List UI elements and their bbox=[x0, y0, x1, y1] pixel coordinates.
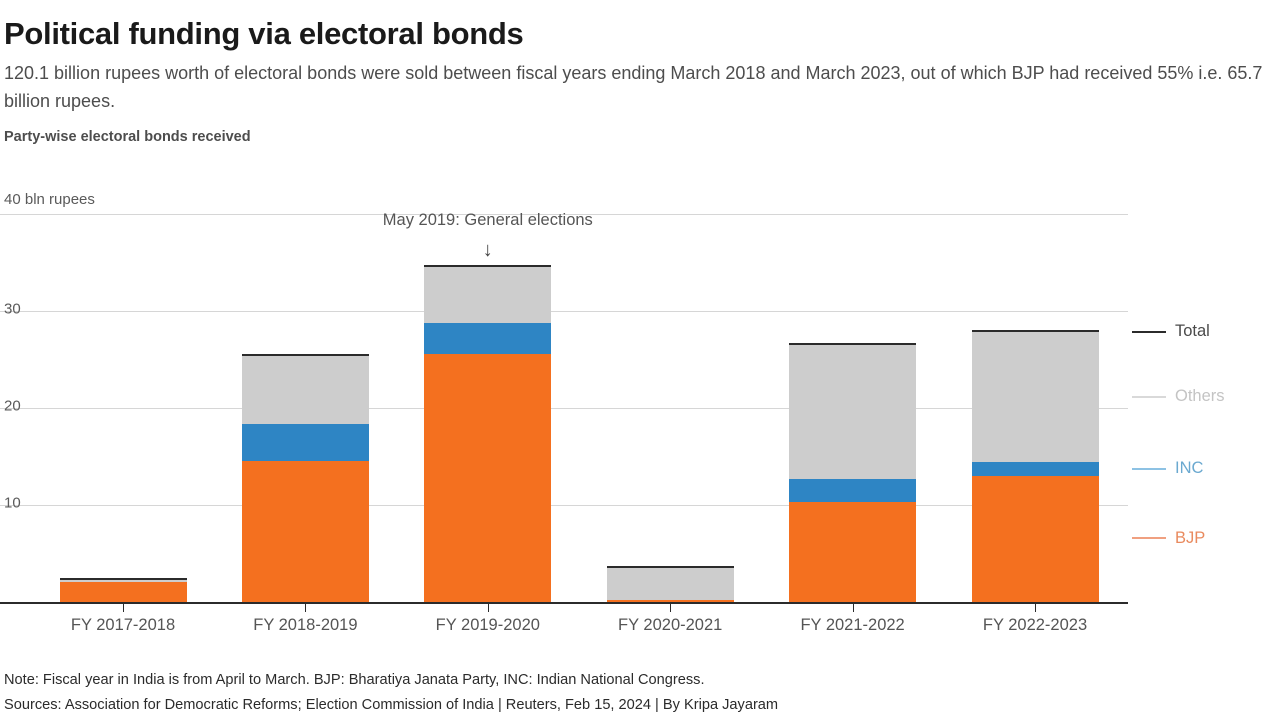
annotation-arrow-icon: ↓ bbox=[482, 239, 493, 262]
bar-segment-others[interactable] bbox=[606, 568, 734, 601]
gridline-10 bbox=[0, 505, 1128, 506]
x-tick bbox=[123, 604, 124, 612]
bar-stack[interactable] bbox=[971, 330, 1099, 602]
bar-segment-others[interactable] bbox=[789, 344, 917, 479]
gridline-20 bbox=[0, 408, 1128, 409]
bar-segment-bjp[interactable] bbox=[606, 600, 734, 602]
chart-header: Political funding via electoral bonds 12… bbox=[0, 0, 1280, 145]
x-tick bbox=[852, 604, 854, 612]
legend-label-others: Others bbox=[1175, 387, 1225, 406]
footer-note: Note: Fiscal year in India is from April… bbox=[4, 672, 705, 688]
bar-stack[interactable] bbox=[606, 566, 734, 602]
x-axis-label-fy-2017-2018: FY 2017-2018 bbox=[70, 616, 176, 634]
legend-label-total: Total bbox=[1175, 322, 1210, 341]
x-tick bbox=[487, 604, 489, 612]
x-axis-label-fy-2019-2020: FY 2019-2020 bbox=[435, 616, 540, 634]
bar-segment-inc[interactable] bbox=[241, 423, 369, 462]
bar-segment-others[interactable] bbox=[59, 580, 187, 582]
footer-sources: Sources: Association for Democratic Refo… bbox=[4, 697, 779, 713]
bar-segment-bjp[interactable] bbox=[789, 502, 917, 602]
legend-swatch-inc bbox=[1132, 467, 1166, 470]
y-axis-unit-label: 40 bln rupees bbox=[4, 191, 95, 208]
x-axis-label-fy-2020-2021: FY 2020-2021 bbox=[618, 616, 723, 634]
bar-stack[interactable] bbox=[424, 265, 552, 602]
legend-item-total[interactable]: Total bbox=[1132, 322, 1210, 341]
gridline-30 bbox=[0, 311, 1128, 312]
bar-total-cap bbox=[59, 578, 187, 581]
legend-item-others[interactable]: Others bbox=[1132, 387, 1225, 406]
gridline-40 bbox=[0, 214, 1128, 215]
bar-segment-bjp[interactable] bbox=[59, 581, 187, 602]
bar-segment-inc[interactable] bbox=[424, 322, 552, 354]
legend-item-bjp[interactable]: BJP bbox=[1132, 529, 1205, 548]
bar-stack[interactable] bbox=[59, 578, 187, 602]
legend-label-inc: INC bbox=[1175, 459, 1204, 478]
legend-item-inc[interactable]: INC bbox=[1132, 459, 1203, 478]
annotation-label: May 2019: General elections bbox=[382, 211, 593, 230]
bar-stack[interactable] bbox=[241, 353, 369, 602]
bar-total-cap bbox=[606, 566, 734, 569]
y-tick-label-30: 30 bbox=[4, 300, 21, 318]
legend-swatch-total bbox=[1132, 330, 1166, 333]
chart-kicker: Party-wise electoral bonds received bbox=[4, 129, 251, 145]
bar-segment-inc[interactable] bbox=[789, 478, 917, 503]
bar-segment-bjp[interactable] bbox=[971, 475, 1099, 602]
bar-segment-others[interactable] bbox=[971, 332, 1099, 463]
y-tick-label-20: 20 bbox=[4, 397, 21, 415]
x-axis-label-fy-2021-2022: FY 2021-2022 bbox=[800, 616, 905, 634]
bar-segment-bjp[interactable] bbox=[241, 461, 369, 602]
x-tick bbox=[670, 604, 672, 612]
page-title: Political funding via electoral bonds bbox=[4, 16, 524, 51]
bar-segment-others[interactable] bbox=[424, 267, 552, 323]
legend-swatch-bjp bbox=[1132, 537, 1166, 540]
chart-footer: Note: Fiscal year in India is from April… bbox=[4, 668, 1274, 718]
x-tick bbox=[305, 604, 307, 612]
x-axis-label-fy-2018-2019: FY 2018-2019 bbox=[253, 616, 358, 634]
bar-stack[interactable] bbox=[789, 342, 917, 602]
legend-label-bjp: BJP bbox=[1175, 528, 1206, 547]
x-axis-label-fy-2022-2023: FY 2022-2023 bbox=[982, 616, 1088, 634]
x-tick bbox=[1035, 604, 1036, 612]
bar-segment-inc[interactable] bbox=[971, 462, 1099, 476]
x-axis-line bbox=[0, 602, 1128, 604]
bar-total-cap bbox=[241, 353, 369, 356]
bar-total-cap bbox=[971, 330, 1099, 333]
chart-subtitle: 120.1 billion rupees worth of electoral … bbox=[4, 63, 1263, 111]
bar-total-cap bbox=[424, 265, 552, 268]
y-tick-label-10: 10 bbox=[4, 494, 21, 512]
legend-swatch-others bbox=[1132, 395, 1166, 398]
bar-segment-others[interactable] bbox=[241, 355, 369, 424]
bar-total-cap bbox=[789, 342, 917, 345]
plot-area: 40 bln rupees 10 20 30 FY 2017-2018 FY 2018… bbox=[0, 180, 1280, 634]
bar-segment-bjp[interactable] bbox=[424, 353, 552, 602]
